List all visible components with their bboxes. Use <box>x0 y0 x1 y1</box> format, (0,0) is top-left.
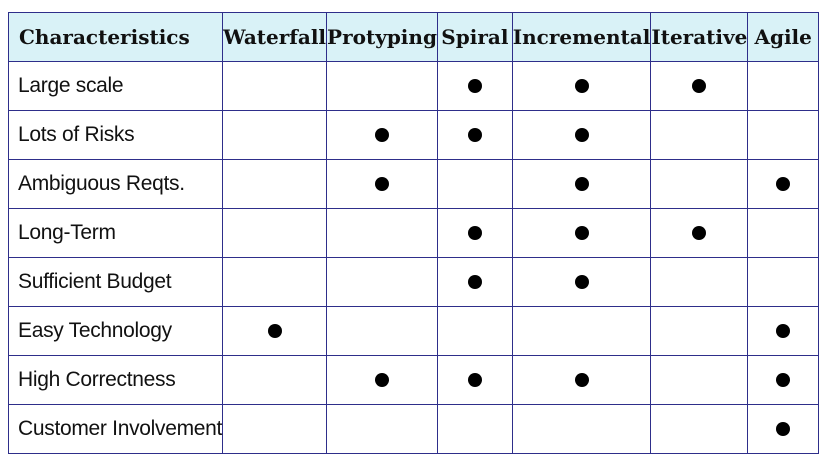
table-cell <box>511 257 652 307</box>
table-cell <box>326 61 438 111</box>
table-cell <box>222 208 328 258</box>
table-row: Customer Involvement <box>7 404 819 454</box>
filled-circle-icon <box>467 275 482 290</box>
table-cell <box>747 110 819 160</box>
filled-circle-icon <box>467 79 482 94</box>
column-header-characteristics: Characteristics <box>7 12 224 62</box>
filled-circle-icon <box>267 324 282 339</box>
filled-circle-icon <box>374 373 389 388</box>
filled-circle-icon <box>776 324 791 339</box>
column-header-protyping: Protyping <box>326 12 438 62</box>
table-cell <box>747 61 819 111</box>
table-cell <box>511 159 652 209</box>
table-cell <box>747 306 819 356</box>
filled-circle-icon <box>467 128 482 143</box>
row-label: Lots of Risks <box>7 110 224 160</box>
table-row: Easy Technology <box>7 306 819 356</box>
table-row: Lots of Risks <box>7 110 819 160</box>
table-cell <box>436 61 513 111</box>
table-cell <box>511 404 652 454</box>
filled-circle-icon <box>574 275 589 290</box>
table-cell <box>650 355 749 405</box>
table-row: Large scale <box>7 61 819 111</box>
table-cell <box>222 61 328 111</box>
table-cell <box>436 306 513 356</box>
filled-circle-icon <box>776 177 791 192</box>
filled-circle-icon <box>467 373 482 388</box>
comparison-table-container: Characteristics Waterfall Protyping Spir… <box>7 12 819 454</box>
filled-circle-icon <box>692 226 707 241</box>
table-body: Large scale Lots of Risks Ambiguous Reqts.… <box>7 61 819 454</box>
table-cell <box>511 61 652 111</box>
table-cell <box>222 110 328 160</box>
table-cell <box>326 110 438 160</box>
table-cell <box>222 159 328 209</box>
table-cell <box>650 159 749 209</box>
row-label: High Correctness <box>7 355 224 405</box>
table-cell <box>436 404 513 454</box>
table-cell <box>222 404 328 454</box>
table-row: Sufficient Budget <box>7 257 819 307</box>
filled-circle-icon <box>374 128 389 143</box>
table-cell <box>222 257 328 307</box>
table-cell <box>436 110 513 160</box>
filled-circle-icon <box>374 177 389 192</box>
table-cell <box>511 110 652 160</box>
filled-circle-icon <box>574 128 589 143</box>
table-cell <box>747 404 819 454</box>
column-header-waterfall: Waterfall <box>222 12 328 62</box>
table-cell <box>326 208 438 258</box>
column-header-iterative: Iterative <box>650 12 749 62</box>
table-cell <box>747 355 819 405</box>
table-cell <box>747 208 819 258</box>
filled-circle-icon <box>574 177 589 192</box>
header-row: Characteristics Waterfall Protyping Spir… <box>7 12 819 62</box>
table-cell <box>326 404 438 454</box>
filled-circle-icon <box>574 226 589 241</box>
table-cell <box>436 257 513 307</box>
table-cell <box>650 61 749 111</box>
filled-circle-icon <box>574 79 589 94</box>
row-label: Ambiguous Reqts. <box>7 159 224 209</box>
table-cell <box>511 306 652 356</box>
table-cell <box>747 159 819 209</box>
table-cell <box>436 159 513 209</box>
table-cell <box>511 355 652 405</box>
row-label: Customer Involvement <box>7 404 224 454</box>
column-header-incremental: Incremental <box>511 12 652 62</box>
table-cell <box>511 208 652 258</box>
table-cell <box>436 355 513 405</box>
table-cell <box>326 355 438 405</box>
filled-circle-icon <box>776 373 791 388</box>
filled-circle-icon <box>776 422 791 437</box>
table-cell <box>436 208 513 258</box>
sdlc-comparison-table: Characteristics Waterfall Protyping Spir… <box>7 12 819 454</box>
table-cell <box>650 257 749 307</box>
table-cell <box>650 404 749 454</box>
row-label: Large scale <box>7 61 224 111</box>
table-cell <box>650 306 749 356</box>
table-cell <box>326 306 438 356</box>
column-header-spiral: Spiral <box>436 12 513 62</box>
table-cell <box>650 208 749 258</box>
table-row: Ambiguous Reqts. <box>7 159 819 209</box>
table-cell <box>747 257 819 307</box>
row-label: Easy Technology <box>7 306 224 356</box>
filled-circle-icon <box>467 226 482 241</box>
table-row: High Correctness <box>7 355 819 405</box>
row-label: Sufficient Budget <box>7 257 224 307</box>
filled-circle-icon <box>692 79 707 94</box>
column-header-agile: Agile <box>747 12 819 62</box>
table-cell <box>222 355 328 405</box>
table-cell <box>326 159 438 209</box>
table-cell <box>326 257 438 307</box>
table-cell <box>650 110 749 160</box>
table-row: Long-Term <box>7 208 819 258</box>
table-cell <box>222 306 328 356</box>
row-label: Long-Term <box>7 208 224 258</box>
filled-circle-icon <box>574 373 589 388</box>
